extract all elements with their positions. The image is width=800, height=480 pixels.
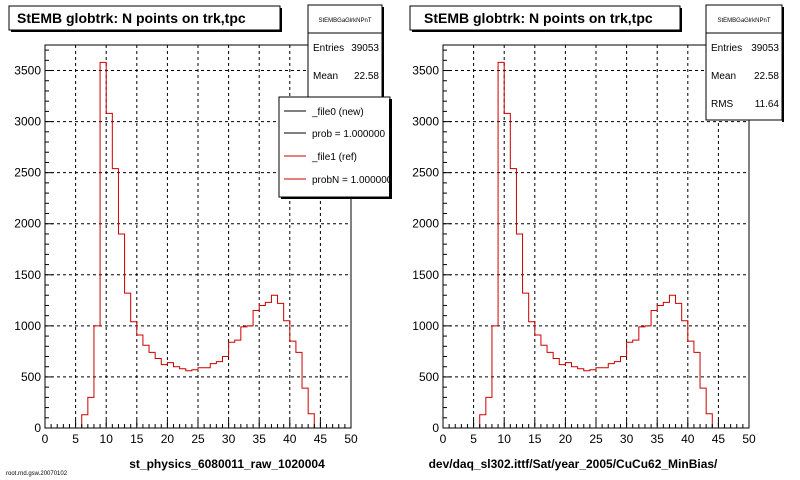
stats-mean-value: 22.58 — [754, 71, 779, 82]
x-tick-label: 50 — [344, 432, 358, 446]
y-tick-label: 3000 — [412, 115, 439, 129]
stats-mean-value: 22.58 — [354, 71, 379, 82]
y-tick-label: 1000 — [412, 319, 439, 333]
x-tick-label: 50 — [742, 432, 756, 446]
legend-label-new: _file0 (new) — [311, 107, 364, 118]
legend-label-probn: probN = 1.000000 — [312, 175, 393, 186]
axes: 0 5 10 15 20 25 30 35 40 45 5005001000150020002500… — [412, 49, 756, 446]
x-tick-label: 25 — [589, 432, 603, 446]
chart-title: StEMB globtrk: N points on trk,tpc — [17, 10, 246, 26]
x-tick-label: 35 — [651, 432, 665, 446]
histogram-series — [45, 61, 351, 429]
histogram-line — [443, 61, 749, 429]
x-tick-label: 10 — [498, 432, 512, 446]
y-tick-label: 1000 — [14, 319, 41, 333]
x-tick-label: 40 — [283, 432, 297, 446]
x-tick-label: 5 — [72, 432, 79, 446]
y-tick-label: 2000 — [14, 217, 41, 231]
histogram-series — [443, 61, 749, 429]
y-tick-label: 500 — [21, 370, 41, 384]
title-box: StEMB globtrk: N points on trk,tpc — [8, 5, 282, 32]
y-tick-label: 1500 — [412, 268, 439, 282]
x-tick-label: 30 — [222, 432, 236, 446]
stats-entries-label: Entries — [711, 43, 742, 54]
x-tick-label: 45 — [314, 432, 328, 446]
stats-entries-value: 39053 — [751, 43, 779, 54]
stats-rms-value: 11.64 — [755, 99, 780, 110]
y-tick-label: 0 — [432, 421, 439, 435]
stats-box: StEMBGaGlrkNPnT Entries 39053 Mean 22.58 — [307, 4, 384, 102]
y-tick-label: 2500 — [14, 166, 41, 180]
x-tick-label: 20 — [161, 432, 175, 446]
x-tick-label: 0 — [42, 432, 49, 446]
stats-box: StEMBGaGlrkNPnT Entries 39053 Mean 22.58… — [705, 4, 784, 122]
stats-name: StEMBGaGlrkNPnT — [318, 18, 371, 24]
y-tick-label: 2000 — [412, 217, 439, 231]
y-tick-label: 500 — [419, 370, 439, 384]
histogram-line — [45, 61, 351, 429]
stats-mean-label: Mean — [313, 71, 338, 82]
x-tick-label: 45 — [712, 432, 726, 446]
stats-rms-label: RMS — [711, 99, 734, 110]
y-tick-label: 1500 — [14, 268, 41, 282]
y-tick-label: 0 — [34, 421, 41, 435]
legend-box: _file0 (new) prob = 1.000000 _file1 (ref… — [278, 96, 393, 199]
chart-title: StEMB globtrk: N points on trk,tpc — [424, 10, 653, 26]
stats-name: StEMBGaGlrkNPnT — [717, 18, 770, 24]
stats-entries-label: Entries — [313, 43, 344, 54]
x-tick-label: 20 — [559, 432, 573, 446]
x-tick-label: 35 — [253, 432, 267, 446]
footer-text: root.rnd.gsw.20070102 — [6, 471, 68, 477]
x-axis-label: dev/daq_sl302.ittf/Sat/year_2005/CuCu62_… — [429, 457, 718, 471]
x-tick-label: 0 — [440, 432, 447, 446]
axes: 0 5 10 15 20 25 30 35 40 45 5005001000150020002500… — [14, 49, 358, 446]
x-tick-label: 15 — [528, 432, 542, 446]
legend-label-prob: prob = 1.000000 — [312, 129, 386, 140]
x-tick-label: 5 — [470, 432, 477, 446]
x-tick-label: 25 — [191, 432, 205, 446]
y-tick-label: 2500 — [412, 166, 439, 180]
left-histogram-panel: 0 5 10 15 20 25 30 35 40 45 5005001000150020002500… — [8, 4, 393, 471]
x-tick-label: 10 — [100, 432, 114, 446]
y-tick-label: 3000 — [14, 115, 41, 129]
x-tick-label: 15 — [130, 432, 144, 446]
right-histogram-panel: 0 5 10 15 20 25 30 35 40 45 5005001000150020002500… — [409, 4, 784, 471]
title-box: StEMB globtrk: N points on trk,tpc — [409, 5, 682, 32]
y-tick-label: 3500 — [412, 64, 439, 78]
x-tick-label: 30 — [620, 432, 634, 446]
y-tick-label: 3500 — [14, 64, 41, 78]
legend-label-ref: _file1 (ref) — [311, 152, 357, 163]
x-tick-label: 40 — [681, 432, 695, 446]
stats-mean-label: Mean — [711, 71, 736, 82]
stats-entries-value: 39053 — [351, 43, 379, 54]
x-axis-label: st_physics_6080011_raw_1020004 — [129, 457, 325, 471]
